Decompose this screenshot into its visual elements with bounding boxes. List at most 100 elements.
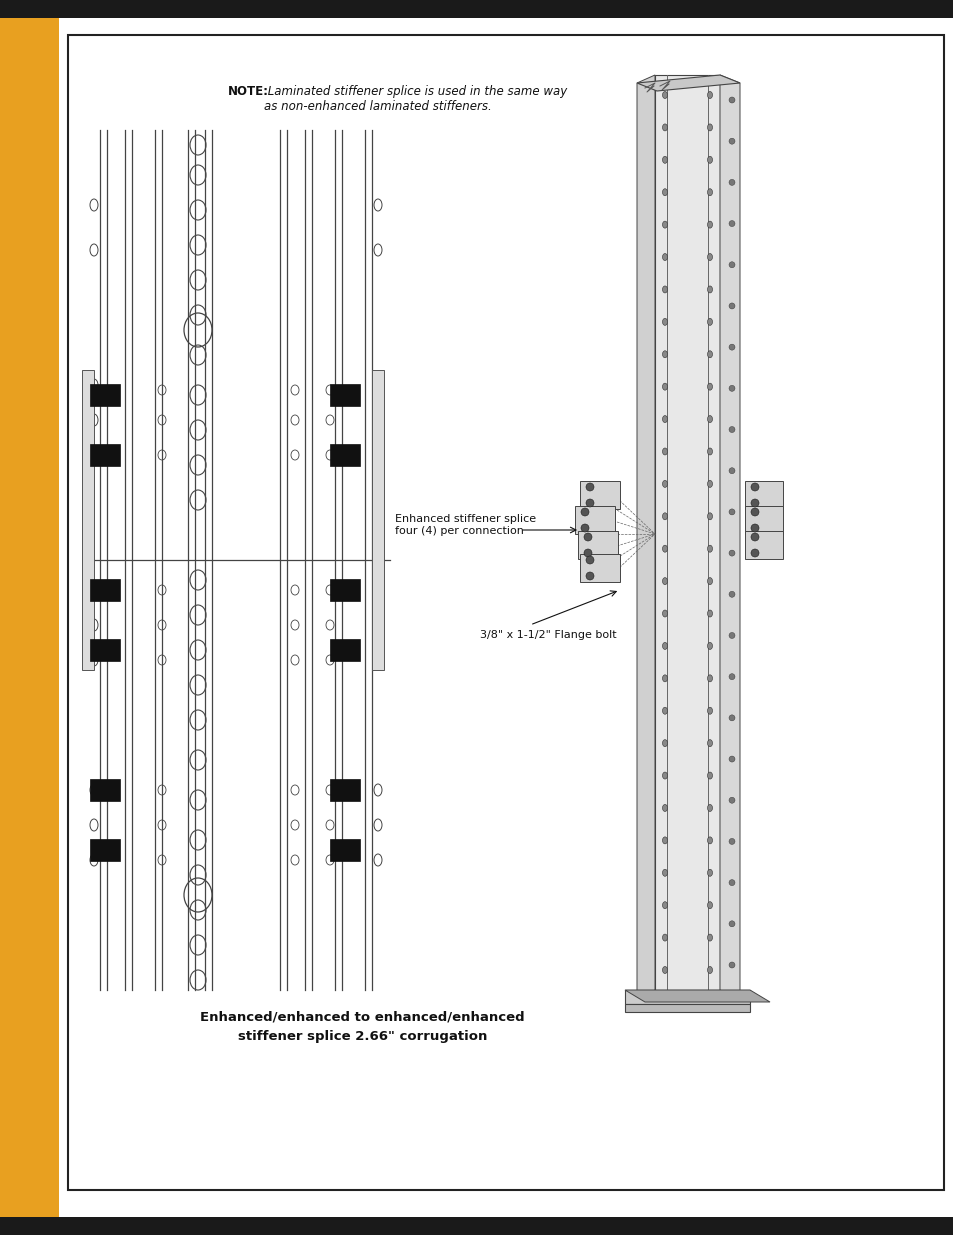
Ellipse shape — [661, 708, 667, 714]
Ellipse shape — [707, 448, 712, 454]
Circle shape — [750, 550, 759, 557]
Text: 3/8" x 1-1/2" Flange bolt: 3/8" x 1-1/2" Flange bolt — [479, 630, 616, 640]
Circle shape — [728, 839, 734, 845]
Ellipse shape — [661, 448, 667, 454]
Ellipse shape — [661, 221, 667, 228]
Text: Laminated stiffener splice is used in the same way
as non-enhanced laminated sti: Laminated stiffener splice is used in th… — [264, 85, 567, 112]
Bar — [744, 531, 782, 559]
Circle shape — [728, 179, 734, 185]
Polygon shape — [637, 75, 740, 91]
Circle shape — [728, 468, 734, 474]
Ellipse shape — [707, 967, 712, 973]
Bar — [0, 0, 59, 1235]
Ellipse shape — [661, 804, 667, 811]
Bar — [330, 779, 359, 802]
Ellipse shape — [661, 287, 667, 293]
Ellipse shape — [707, 480, 712, 488]
Bar — [624, 1004, 749, 1011]
Circle shape — [728, 921, 734, 926]
Ellipse shape — [707, 642, 712, 650]
Circle shape — [728, 426, 734, 432]
Ellipse shape — [661, 124, 667, 131]
Circle shape — [728, 262, 734, 268]
Ellipse shape — [707, 902, 712, 909]
Ellipse shape — [707, 253, 712, 261]
Circle shape — [728, 550, 734, 556]
Circle shape — [728, 879, 734, 885]
Circle shape — [728, 509, 734, 515]
Ellipse shape — [707, 934, 712, 941]
Ellipse shape — [661, 319, 667, 325]
Circle shape — [580, 508, 588, 516]
Bar — [624, 990, 749, 1004]
Ellipse shape — [661, 740, 667, 747]
Ellipse shape — [661, 967, 667, 973]
Circle shape — [728, 756, 734, 762]
Text: NOTE:: NOTE: — [228, 85, 269, 98]
Ellipse shape — [661, 545, 667, 552]
Bar — [90, 839, 120, 861]
Ellipse shape — [661, 869, 667, 877]
Circle shape — [750, 483, 759, 492]
Ellipse shape — [707, 124, 712, 131]
Bar — [579, 555, 619, 582]
Circle shape — [728, 138, 734, 144]
Ellipse shape — [661, 157, 667, 163]
Bar — [82, 370, 94, 671]
Ellipse shape — [661, 415, 667, 422]
Ellipse shape — [661, 578, 667, 584]
Circle shape — [728, 303, 734, 309]
Ellipse shape — [661, 934, 667, 941]
Ellipse shape — [661, 902, 667, 909]
Ellipse shape — [661, 610, 667, 618]
Circle shape — [580, 524, 588, 532]
Ellipse shape — [707, 869, 712, 877]
Ellipse shape — [707, 221, 712, 228]
Ellipse shape — [707, 545, 712, 552]
Circle shape — [583, 534, 592, 541]
Ellipse shape — [707, 513, 712, 520]
Bar — [0, 0, 953, 19]
Ellipse shape — [661, 351, 667, 358]
Bar — [90, 638, 120, 661]
Text: Enhanced stiffener splice
four (4) per connection: Enhanced stiffener splice four (4) per c… — [395, 514, 536, 536]
Circle shape — [728, 221, 734, 226]
Bar — [90, 579, 120, 601]
Ellipse shape — [707, 772, 712, 779]
Polygon shape — [637, 75, 655, 998]
Bar — [744, 480, 782, 509]
Bar — [330, 839, 359, 861]
Ellipse shape — [661, 642, 667, 650]
Bar — [90, 779, 120, 802]
Circle shape — [750, 534, 759, 541]
Circle shape — [585, 572, 594, 580]
Circle shape — [728, 345, 734, 351]
Circle shape — [750, 524, 759, 532]
Ellipse shape — [707, 91, 712, 99]
Bar — [330, 638, 359, 661]
Ellipse shape — [707, 674, 712, 682]
Circle shape — [728, 632, 734, 638]
Ellipse shape — [707, 578, 712, 584]
Ellipse shape — [707, 610, 712, 618]
Bar — [90, 445, 120, 466]
Bar — [330, 445, 359, 466]
Ellipse shape — [661, 772, 667, 779]
Bar — [744, 506, 782, 534]
Bar — [330, 384, 359, 406]
Ellipse shape — [707, 383, 712, 390]
Circle shape — [728, 98, 734, 103]
Polygon shape — [624, 990, 769, 1002]
Bar — [90, 384, 120, 406]
Bar — [579, 480, 619, 509]
Circle shape — [585, 556, 594, 564]
Circle shape — [585, 483, 594, 492]
Ellipse shape — [707, 740, 712, 747]
Ellipse shape — [707, 351, 712, 358]
Bar — [578, 531, 618, 559]
Bar — [0, 1216, 953, 1235]
Ellipse shape — [707, 287, 712, 293]
Ellipse shape — [707, 804, 712, 811]
Ellipse shape — [661, 253, 667, 261]
Circle shape — [750, 508, 759, 516]
